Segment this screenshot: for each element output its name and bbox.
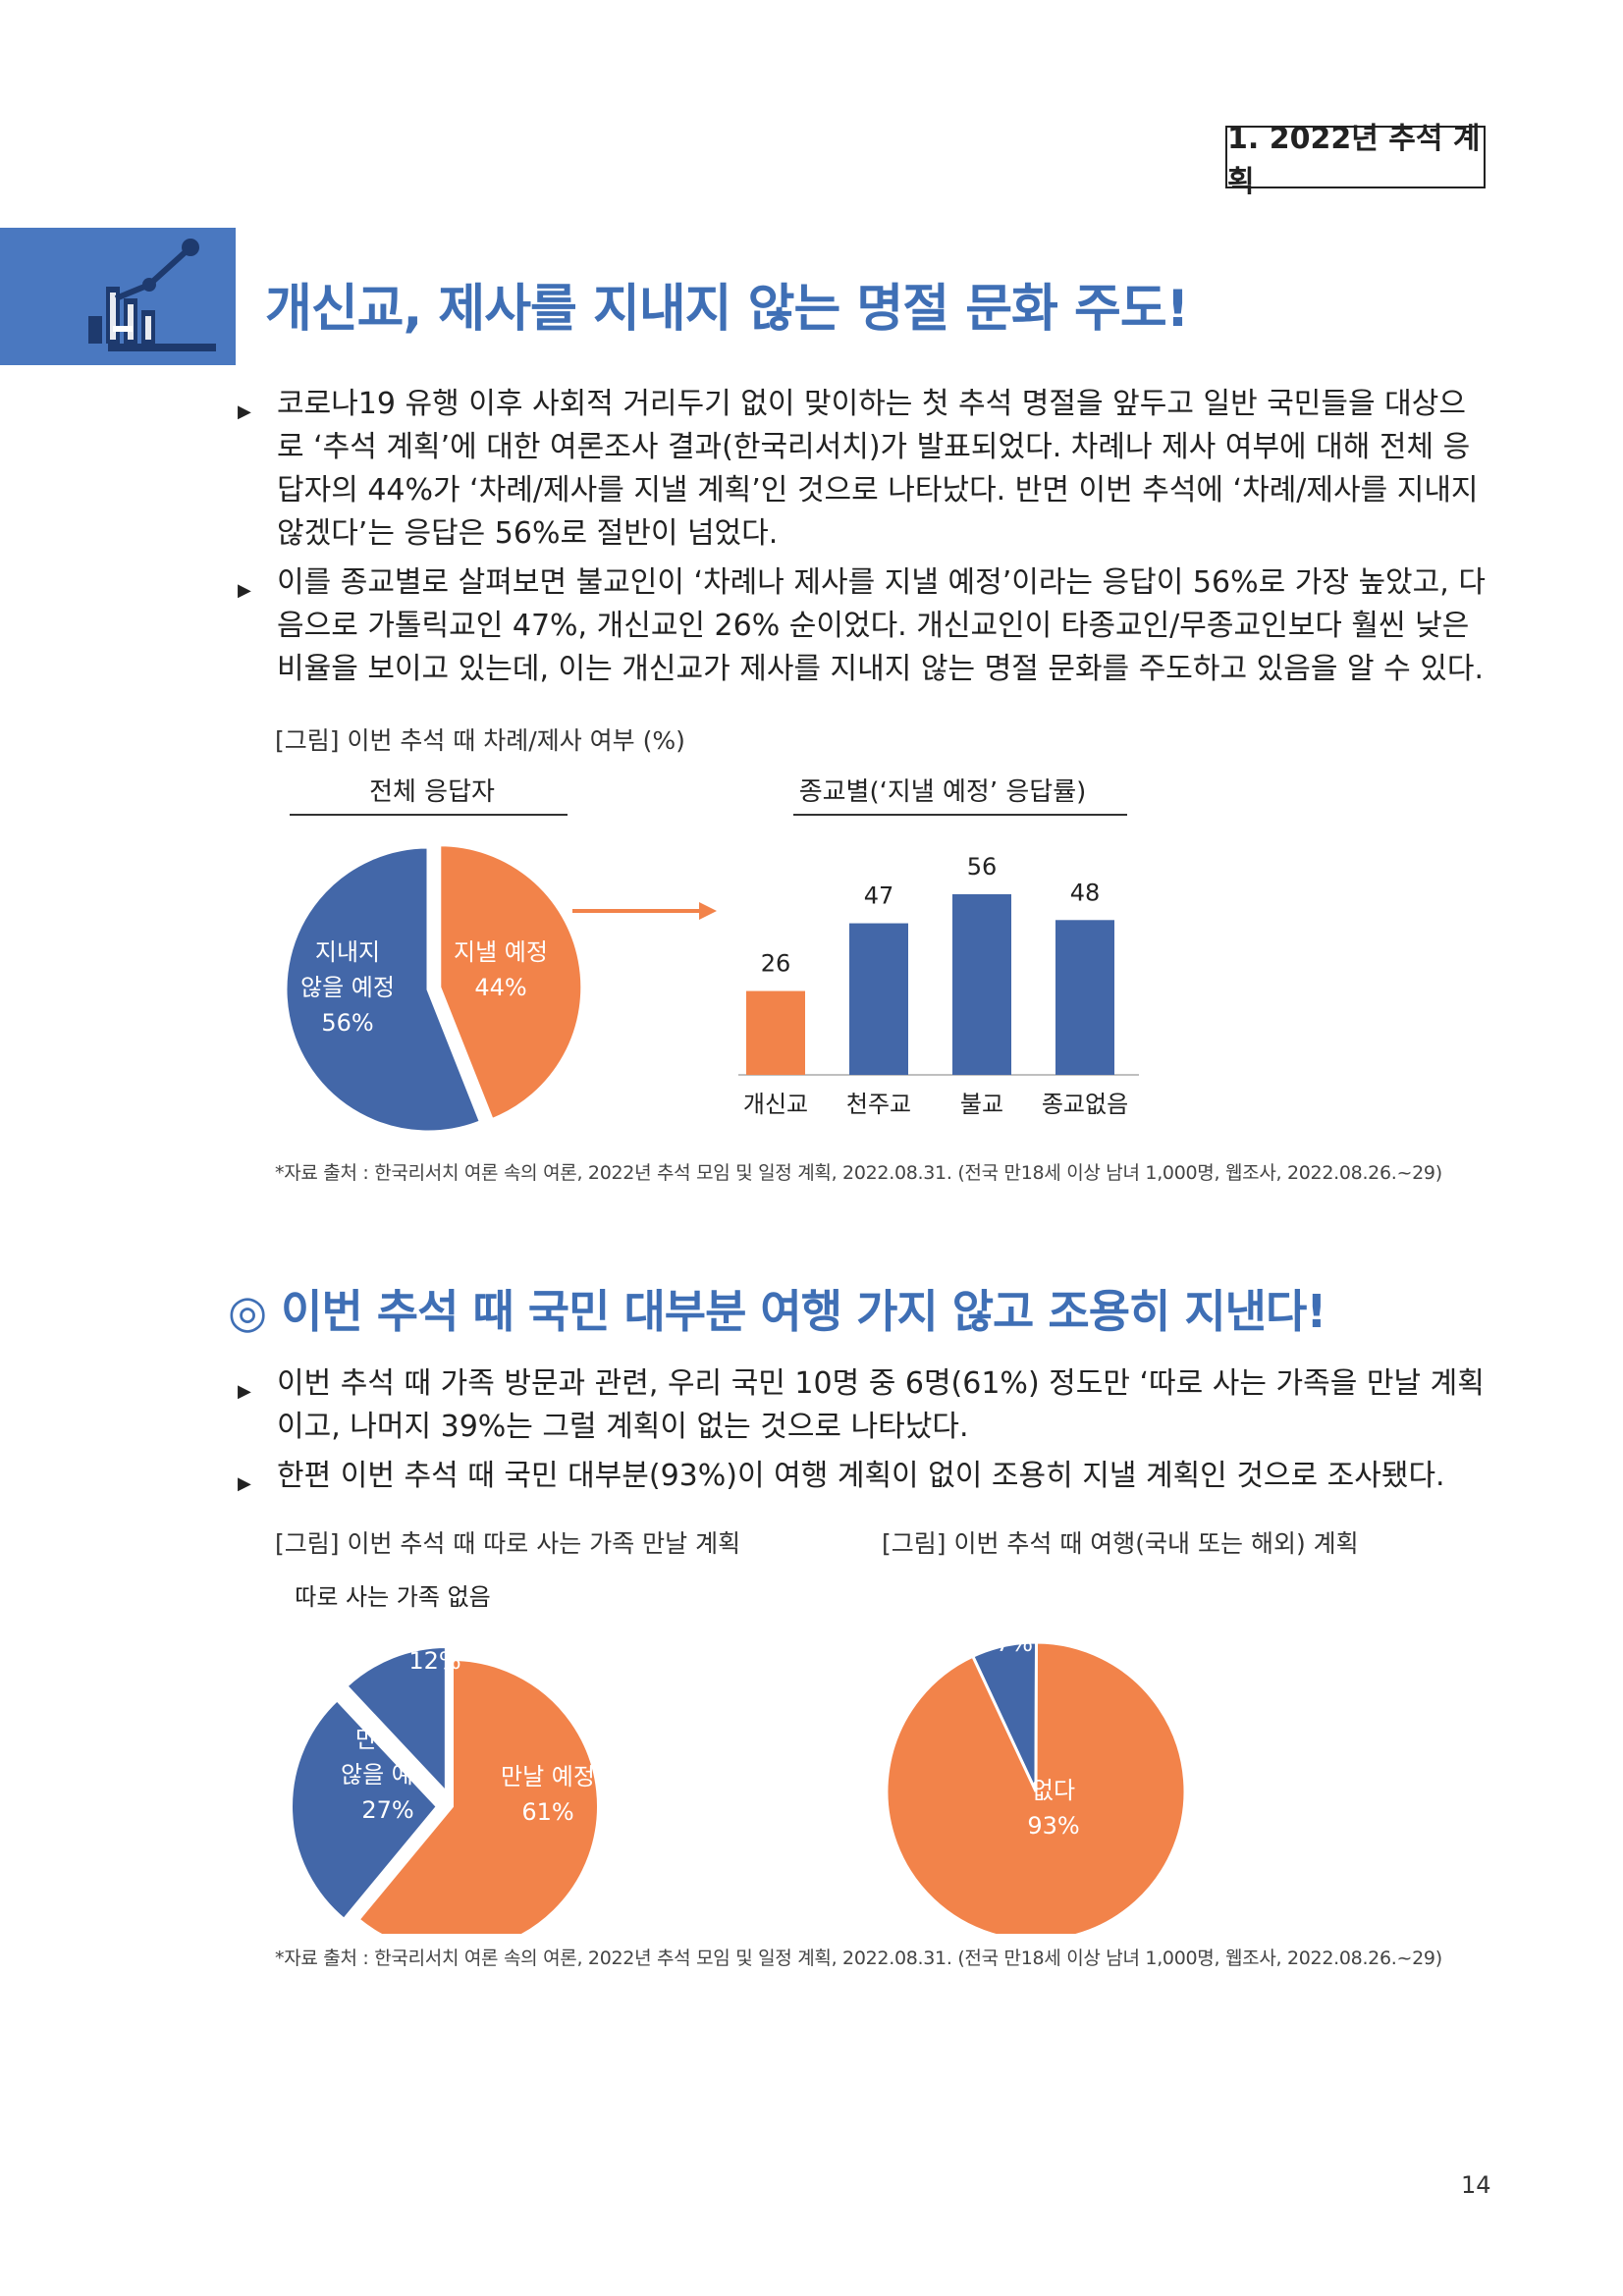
pie-3-slice-1-label-line: 없다 xyxy=(1032,1777,1075,1804)
paragraph-text: 이를 종교별로 살펴보면 불교인이 ‘차례나 제사를 지낼 예정’이라는 응답이… xyxy=(277,565,1486,686)
figure-2-charts: 만날 예정 61%만나지 않을 예정 27%12%따로 사는 가족 없음 있다 7%없다… xyxy=(289,1583,1187,1934)
paragraph-text: 코로나19 유행 이후 사회적 거리두기 없이 맞이하는 첫 추석 명절을 앞두… xyxy=(277,387,1479,551)
pie-1-slice-0-label: 지낼 예정 44% xyxy=(454,938,548,1001)
pie-3-slice-1 xyxy=(885,1640,1187,1934)
bullet-paragraph-2: ▶ 이를 종교별로 살펴보면 불교인이 ‘차례나 제사를 지낼 예정’이라는 응… xyxy=(238,561,1489,691)
pie-1-slice-1-label-line: 지내지 xyxy=(315,938,380,966)
bar-chart-title: 종교별(‘지낼 예정’ 응답률) xyxy=(799,777,1087,807)
pie-2-slice-2-label: 12% xyxy=(408,1647,460,1675)
bar-2-value-label: 56 xyxy=(967,853,998,881)
pie-2-callout-label: 따로 사는 가족 없음 xyxy=(295,1583,491,1611)
figure-1-caption: [그림] 이번 추석 때 차례/제사 여부 (%) xyxy=(275,726,685,755)
pie-1-title: 전체 응답자 xyxy=(369,777,495,807)
heading-1: 개신교, 제사를 지내지 않는 명절 문화 주도! xyxy=(265,280,1189,339)
triangle-bullet-icon: ▶ xyxy=(238,401,251,422)
bar-0 xyxy=(746,990,805,1075)
pie-1-slice-0-label-line: 44% xyxy=(474,974,526,1001)
pie-1-slice-1-label-line: 56% xyxy=(321,1009,373,1037)
triangle-bullet-icon: ▶ xyxy=(238,1381,251,1402)
pie-1-slice-1-label-line: 않을 예정 xyxy=(300,974,395,1001)
bullet-paragraph-1: ▶ 코로나19 유행 이후 사회적 거리두기 없이 맞이하는 첫 추석 명절을 … xyxy=(238,383,1489,556)
pie-2-slice-0-label: 만날 예정 61% xyxy=(501,1763,595,1826)
pie-2-slice-0-label-line: 만날 예정 xyxy=(501,1763,595,1790)
pie-2-slice-2 xyxy=(343,1643,449,1799)
pie-3-slice-1-label-line: 93% xyxy=(1027,1812,1079,1840)
triangle-bullet-icon: ▶ xyxy=(238,1473,251,1494)
arrow-connector xyxy=(572,902,717,920)
figure-2-right-caption: [그림] 이번 추석 때 여행(국내 또는 해외) 계획 xyxy=(882,1529,1359,1558)
pie-1-slice-0-label-line: 지낼 예정 xyxy=(454,938,548,966)
pie-1-slice-1 xyxy=(284,845,483,1134)
pie-2-slice-0-label-line: 61% xyxy=(521,1798,573,1826)
pie-3-slice-0-label-line: 있다 xyxy=(993,1594,1036,1622)
page-number: 14 xyxy=(1461,2171,1491,2199)
bar-2 xyxy=(952,894,1011,1075)
bar-1-value-label: 47 xyxy=(864,882,894,910)
bar-0-value-label: 26 xyxy=(761,950,791,978)
pie-2-slice-1-label-line: 27% xyxy=(361,1796,413,1824)
triangle-bullet-icon: ▶ xyxy=(238,580,251,601)
figure-1-source: *자료 출처 : 한국리서치 여론 속의 여론, 2022년 추석 모임 및 일… xyxy=(275,1162,1442,1184)
pie-1-slice-0 xyxy=(438,843,584,1122)
paragraph-text: 한편 이번 추석 때 국민 대부분(93%)이 여행 계획이 없이 조용히 지낼… xyxy=(277,1459,1445,1493)
pie-2-slice-2-label-line: 12% xyxy=(408,1647,460,1675)
pie-3-slice-1-label: 없다 93% xyxy=(1027,1777,1079,1840)
pie-2-slice-0 xyxy=(354,1656,601,1934)
bar-1 xyxy=(849,923,908,1075)
figure-2-left-caption: [그림] 이번 추석 때 따로 사는 가족 만날 계획 xyxy=(275,1529,741,1558)
bullet-paragraph-3: ▶ 이번 추석 때 가족 방문과 관련, 우리 국민 10명 중 6명(61%)… xyxy=(238,1362,1489,1449)
bar-3-category-label: 종교없음 xyxy=(1042,1091,1128,1118)
bar-2-category-label: 불교 xyxy=(960,1091,1003,1118)
pie-3-slice-0-label: 있다 7% xyxy=(993,1594,1036,1657)
heading-2: ◎ 이번 추석 때 국민 대부분 여행 가지 않고 조용히 지낸다! xyxy=(228,1285,1326,1338)
heading-banner xyxy=(0,228,236,365)
bar-1-category-label: 천주교 xyxy=(846,1091,911,1118)
paragraph-text: 이번 추석 때 가족 방문과 관련, 우리 국민 10명 중 6명(61%) 정… xyxy=(277,1366,1485,1444)
pie-3-slice-0-label-line: 7% xyxy=(996,1629,1033,1657)
bar-3-value-label: 48 xyxy=(1070,879,1101,906)
bar-3 xyxy=(1055,920,1114,1075)
network-chart-icon xyxy=(88,239,216,351)
section-label: 1. 2022년 추석 계획 xyxy=(1225,122,1486,199)
pie-2-slice-1 xyxy=(289,1696,441,1923)
bar-0-category-label: 개신교 xyxy=(743,1091,808,1118)
figure-2-source: *자료 출처 : 한국리서치 여론 속의 여론, 2022년 추석 모임 및 일… xyxy=(275,1948,1442,1969)
bullet-paragraph-4: ▶ 한편 이번 추석 때 국민 대부분(93%)이 여행 계획이 없이 조용히 … xyxy=(238,1455,1489,1498)
